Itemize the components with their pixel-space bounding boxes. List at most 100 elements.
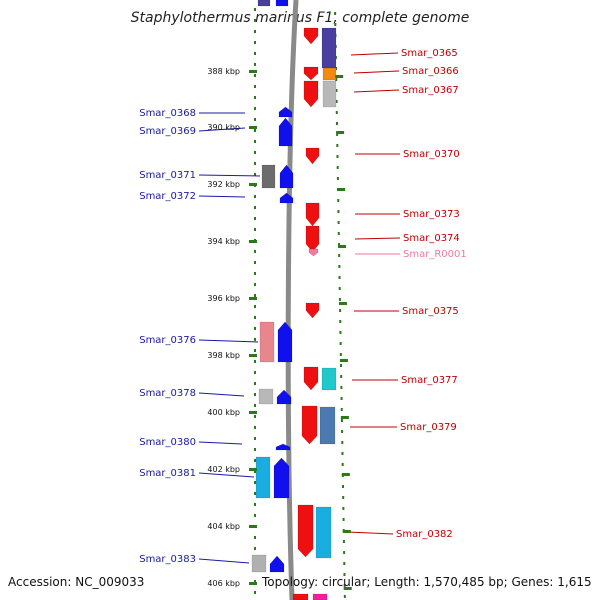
gene-label-smar-0379[interactable]: Smar_0379 [400, 422, 457, 433]
gene-label-smar-0373[interactable]: Smar_0373 [403, 209, 460, 220]
ruler-dot [343, 573, 346, 576]
ruler-dot [340, 419, 343, 422]
leader-line [198, 558, 250, 564]
cog-block [321, 27, 337, 69]
leader-line [198, 174, 261, 177]
ruler-dot [254, 481, 256, 484]
ruler-dot [254, 217, 256, 220]
ruler-dot [343, 562, 346, 565]
ruler-major-tick [343, 587, 352, 590]
ruler-dot [254, 162, 256, 165]
ruler-dot [254, 96, 256, 99]
gene-label-smar-0370[interactable]: Smar_0370 [403, 149, 460, 160]
ruler-major-tick [338, 302, 347, 305]
gene-label-smar-0375[interactable]: Smar_0375 [402, 306, 459, 317]
ruler-dot [254, 107, 256, 110]
ruler-dot [338, 276, 341, 279]
ruler-dot [335, 78, 338, 81]
ruler-tick-label: 392 kbp [207, 180, 240, 189]
ruler-dot [338, 254, 341, 257]
ruler-dot [254, 437, 256, 440]
ruler-tick-label: 398 kbp [207, 351, 240, 360]
ruler-major-tick [249, 70, 257, 73]
leader-line [353, 89, 400, 93]
gene-label-smar-0377[interactable]: Smar_0377 [401, 375, 458, 386]
forward-gene-arrow [279, 164, 294, 189]
gene-labels: Smar_0368 Smar_0369 Smar_0371 Smar_0372 Smar… [139, 48, 467, 565]
reverse-gene-arrow [303, 366, 319, 391]
ruler-dot [254, 492, 256, 495]
ruler-dot [337, 210, 340, 213]
ruler-dot [254, 63, 256, 66]
gene-label-smar-0383[interactable]: Smar_0383 [139, 554, 196, 565]
genome-backbone [285, 0, 299, 600]
leader-line [198, 127, 246, 132]
gene-label-smar-0368[interactable]: Smar_0368 [139, 108, 196, 119]
ruler-tick-label: 390 kbp [207, 123, 240, 132]
ruler-dot [254, 459, 256, 462]
ruler-dot [335, 111, 338, 114]
ruler-dot [254, 74, 256, 77]
ruler-dot [254, 316, 256, 319]
gene-label-smar-0376[interactable]: Smar_0376 [139, 335, 196, 346]
cog-block [251, 554, 267, 573]
ruler-dot [254, 426, 256, 429]
ruler-dot [342, 485, 345, 488]
ruler-dot [341, 463, 344, 466]
ruler-dot [254, 151, 256, 154]
leader-lines [198, 52, 401, 564]
cog-block [255, 456, 271, 499]
cog-block [315, 506, 332, 559]
ruler-dot [254, 360, 256, 363]
ruler-dot [342, 540, 345, 543]
ruler-dot [337, 232, 340, 235]
gene-label-smar-r0001[interactable]: Smar_R0001 [403, 249, 467, 260]
gene-label-smar-0366[interactable]: Smar_0366 [402, 66, 459, 77]
topology-length-genes-label: Topology: circular; Length: 1,570,485 bp… [262, 575, 592, 589]
gene-label-smar-0378[interactable]: Smar_0378 [139, 388, 196, 399]
ruler-dot [254, 261, 256, 264]
ruler-dot [254, 41, 256, 44]
gene-label-smar-0380[interactable]: Smar_0380 [139, 437, 196, 448]
gene-label-smar-0369[interactable]: Smar_0369 [139, 126, 196, 137]
ruler-dot [343, 595, 346, 598]
ruler-major-tick [249, 411, 257, 414]
reverse-gene-arrow [297, 504, 314, 558]
ruler-major-tick [249, 468, 257, 471]
ruler-dot [336, 166, 339, 169]
forward-gene-arrow [277, 321, 293, 363]
gene-label-smar-0367[interactable]: Smar_0367 [402, 85, 459, 96]
gene-label-smar-0381[interactable]: Smar_0381 [139, 468, 196, 479]
ruler-dot [254, 470, 256, 473]
gene-label-smar-0382[interactable]: Smar_0382 [396, 529, 453, 540]
ruler-dot [339, 331, 342, 334]
forward-gene-arrow [278, 117, 293, 147]
gene-label-smar-0374[interactable]: Smar_0374 [403, 233, 460, 244]
reverse-gene-arrow [305, 225, 320, 253]
ruler-dot [254, 349, 256, 352]
ruler-dot [254, 338, 256, 341]
leader-line [346, 531, 394, 535]
gene-label-smar-0365[interactable]: Smar_0365 [401, 48, 458, 59]
ruler-major-tick [336, 131, 345, 134]
ruler-dot [254, 536, 256, 539]
ruler-dot [338, 298, 341, 301]
ruler-dot [339, 309, 342, 312]
ruler-dot [254, 206, 256, 209]
ruler-dot [335, 100, 338, 103]
reverse-gene-arrow [305, 147, 320, 165]
ruler-tick-label: 400 kbp [207, 408, 240, 417]
gene-label-smar-0372[interactable]: Smar_0372 [139, 191, 196, 202]
ruler-dot [254, 85, 256, 88]
leader-line [198, 392, 245, 397]
cog-block [319, 406, 336, 445]
forward-gene-arrow [269, 555, 285, 573]
ruler-dot [341, 452, 344, 455]
ruler-dot [254, 547, 256, 550]
ruler-dot [254, 371, 256, 374]
ruler-major-tick [249, 525, 257, 528]
ruler-dot [343, 584, 346, 587]
gene-label-smar-0371[interactable]: Smar_0371 [139, 170, 196, 181]
ruler-dot [342, 507, 345, 510]
leader-line [354, 237, 401, 240]
